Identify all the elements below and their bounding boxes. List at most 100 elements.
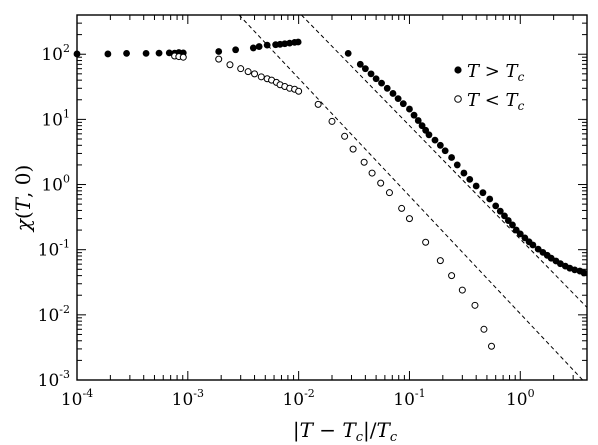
data-point bbox=[448, 154, 455, 161]
data-point bbox=[341, 132, 349, 140]
data-point bbox=[509, 221, 516, 229]
y-axis-tick-labels: 10-3 10-2 10-1 100 101 102 bbox=[38, 42, 70, 391]
y-tick-label: 10-3 bbox=[38, 368, 70, 391]
data-point bbox=[534, 245, 542, 253]
data-point bbox=[441, 147, 449, 155]
data-point bbox=[471, 301, 479, 309]
x-tick-label: 10-3 bbox=[172, 387, 204, 410]
y-tick-label: 101 bbox=[41, 107, 70, 130]
data-point bbox=[361, 65, 369, 73]
legend-label-above: T > Tc bbox=[467, 61, 525, 84]
data-point bbox=[155, 49, 163, 57]
data-point bbox=[431, 136, 439, 144]
data-point bbox=[356, 60, 364, 68]
data-point bbox=[436, 257, 444, 265]
data-point bbox=[486, 195, 494, 203]
data-point bbox=[215, 48, 223, 55]
y-tick-label: 102 bbox=[41, 42, 70, 65]
data-point bbox=[516, 230, 524, 238]
data-point bbox=[263, 41, 271, 49]
data-point bbox=[501, 212, 508, 220]
data-point bbox=[360, 158, 368, 166]
y-tick-label: 10-1 bbox=[38, 238, 70, 261]
reference-lines bbox=[238, 15, 587, 380]
data-point bbox=[394, 95, 402, 103]
data-point bbox=[295, 87, 303, 95]
power-law-fit-line bbox=[238, 15, 584, 380]
y-tick-label: 10-2 bbox=[38, 303, 70, 326]
data-point bbox=[123, 49, 130, 57]
data-point bbox=[385, 189, 393, 197]
data-point bbox=[249, 44, 257, 52]
data-point bbox=[367, 70, 375, 78]
data-point bbox=[496, 207, 504, 215]
data-point bbox=[422, 238, 430, 246]
data-point bbox=[472, 182, 480, 190]
data-point bbox=[165, 49, 173, 57]
data-point bbox=[226, 61, 234, 69]
data-point bbox=[571, 266, 579, 274]
data-point bbox=[418, 122, 426, 130]
data-point bbox=[142, 49, 150, 57]
data-point bbox=[383, 84, 391, 92]
data-point bbox=[414, 117, 422, 124]
data-point bbox=[344, 49, 352, 57]
data-point bbox=[436, 141, 444, 149]
data-point bbox=[294, 38, 302, 46]
power-law-fit-line bbox=[301, 15, 587, 308]
data-point bbox=[244, 68, 252, 76]
data-point bbox=[425, 131, 433, 139]
data-point bbox=[378, 79, 385, 87]
data-point bbox=[377, 179, 385, 187]
data-point bbox=[314, 100, 322, 108]
legend-label-below: T < Tc bbox=[467, 90, 525, 113]
legend-marker-open bbox=[454, 95, 462, 103]
data-point bbox=[405, 215, 413, 223]
y-tick-label: 100 bbox=[41, 173, 70, 196]
axis-ticks bbox=[76, 14, 588, 381]
legend-marker-filled bbox=[454, 66, 462, 74]
data-point bbox=[492, 202, 500, 210]
x-tick-label: 10-1 bbox=[393, 387, 425, 410]
data-point bbox=[73, 50, 81, 58]
data-point bbox=[466, 175, 474, 183]
x-tick-label: 10-4 bbox=[61, 387, 93, 410]
y-axis-title: χ(T, 0) bbox=[11, 165, 35, 234]
data-point bbox=[104, 50, 112, 58]
data-point bbox=[529, 241, 537, 249]
data-point bbox=[255, 43, 263, 50]
data-point bbox=[215, 55, 223, 63]
data-point bbox=[448, 272, 456, 280]
data-point bbox=[410, 111, 418, 119]
data-point bbox=[237, 65, 245, 73]
legend: T > Tc T < Tc bbox=[454, 61, 525, 113]
x-axis-tick-labels: 10-4 10-3 10-2 10-1 100 bbox=[61, 387, 535, 410]
data-point bbox=[453, 161, 461, 169]
data-point bbox=[580, 269, 588, 277]
data-point bbox=[372, 75, 380, 83]
data-point bbox=[251, 70, 259, 78]
data-point bbox=[458, 286, 466, 294]
series-below-tc bbox=[171, 52, 496, 350]
data-point bbox=[479, 189, 487, 197]
data-point bbox=[349, 145, 357, 153]
data-point bbox=[232, 46, 240, 54]
series-above-tc bbox=[73, 38, 588, 277]
x-tick-label: 100 bbox=[506, 387, 535, 410]
data-series bbox=[73, 38, 588, 350]
data-point bbox=[389, 90, 397, 97]
data-point bbox=[406, 105, 413, 113]
data-point bbox=[328, 117, 336, 125]
data-point bbox=[368, 169, 376, 177]
data-point bbox=[480, 325, 488, 333]
data-point bbox=[398, 204, 406, 212]
data-point bbox=[399, 100, 407, 108]
data-point bbox=[257, 73, 265, 81]
data-point bbox=[504, 217, 512, 224]
data-point bbox=[460, 169, 468, 177]
x-tick-label: 10-2 bbox=[282, 387, 314, 410]
data-point bbox=[179, 53, 187, 61]
x-axis-title: |T − Tc|/Tc bbox=[293, 418, 398, 445]
data-point bbox=[488, 342, 496, 350]
